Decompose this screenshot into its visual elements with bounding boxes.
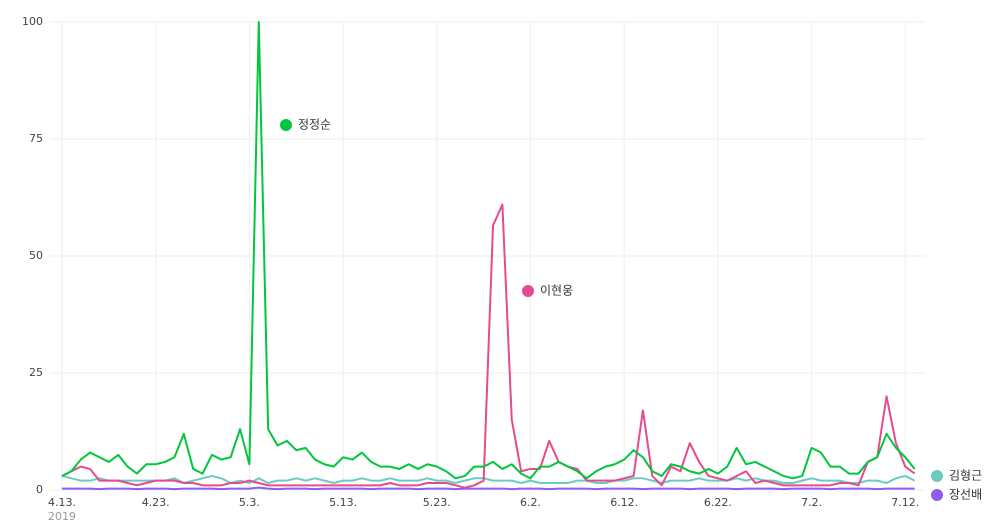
year-label: 2019	[48, 510, 76, 523]
x-tick-label: 6.22.	[704, 496, 732, 509]
y-tick-label: 100	[22, 15, 43, 28]
legend-label: 정정순	[298, 118, 331, 132]
legend-dot	[280, 119, 292, 131]
x-tick-label: 5.3.	[239, 496, 260, 509]
legend-dot	[522, 285, 534, 297]
series-line	[61, 21, 916, 480]
series-line	[61, 203, 916, 489]
x-tick-label: 5.23.	[423, 496, 451, 509]
x-tick-label: 4.13.	[48, 496, 76, 509]
legend-dot	[931, 489, 943, 501]
y-tick-label: 25	[29, 366, 43, 379]
series-line	[61, 474, 916, 484]
legend-dot	[931, 470, 943, 482]
y-tick-label: 50	[29, 249, 43, 262]
legend-label: 김형근	[949, 469, 982, 483]
y-tick-label: 75	[29, 132, 43, 145]
legend-label: 이현웅	[540, 284, 573, 298]
x-tick-label: 6.12.	[610, 496, 638, 509]
series-line	[62, 486, 915, 491]
x-tick-label: 7.2.	[801, 496, 822, 509]
legend-label: 장선배	[949, 488, 982, 502]
x-tick-label: 7.12.	[891, 496, 919, 509]
x-tick-label: 5.13.	[329, 496, 357, 509]
x-tick-label: 4.23.	[142, 496, 170, 509]
x-tick-label: 6.2.	[520, 496, 541, 509]
y-tick-label: 0	[36, 483, 43, 496]
